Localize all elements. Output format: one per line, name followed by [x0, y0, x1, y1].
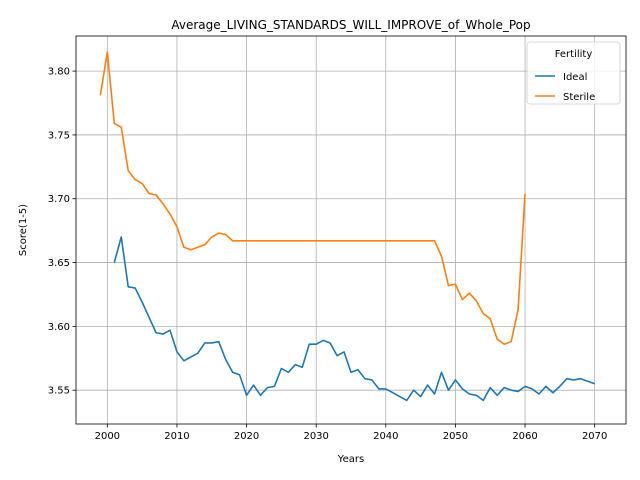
legend-label-sterile: Sterile [563, 92, 595, 103]
y-tick-label: 3.80 [48, 67, 70, 78]
x-tick-label: 2070 [582, 431, 607, 442]
x-tick-label: 2020 [234, 431, 259, 442]
y-axis-ticks: 3.55 3.60 3.65 3.70 3.75 3.80 [48, 67, 76, 397]
y-tick-label: 3.55 [48, 386, 70, 397]
x-tick-label: 2050 [443, 431, 468, 442]
chart-title: Average_LIVING_STANDARDS_WILL_IMPROVE_of… [171, 18, 530, 32]
legend-label-ideal: Ideal [563, 72, 587, 83]
y-tick-label: 3.60 [48, 322, 70, 333]
x-tick-label: 2060 [512, 431, 537, 442]
x-tick-label: 2030 [303, 431, 328, 442]
x-tick-label: 2010 [164, 431, 189, 442]
y-tick-label: 3.70 [48, 194, 70, 205]
y-tick-label: 3.65 [48, 258, 70, 269]
series-lines [99, 51, 595, 402]
legend: Fertility Ideal Sterile [526, 41, 621, 105]
y-tick-label: 3.75 [48, 130, 70, 141]
plot-frame [75, 35, 627, 425]
series-line-ideal [113, 236, 595, 402]
x-axis-label: Years [337, 454, 364, 465]
x-axis-ticks: 2000 2010 2020 2030 2040 2050 2060 2070 [95, 424, 607, 442]
legend-title: Fertility [555, 49, 593, 60]
x-tick-label: 2000 [95, 431, 120, 442]
legend-box [526, 41, 621, 105]
y-axis-label: Score(1-5) [18, 204, 29, 256]
x-tick-label: 2040 [373, 431, 398, 442]
series-line-sterile [99, 51, 526, 346]
